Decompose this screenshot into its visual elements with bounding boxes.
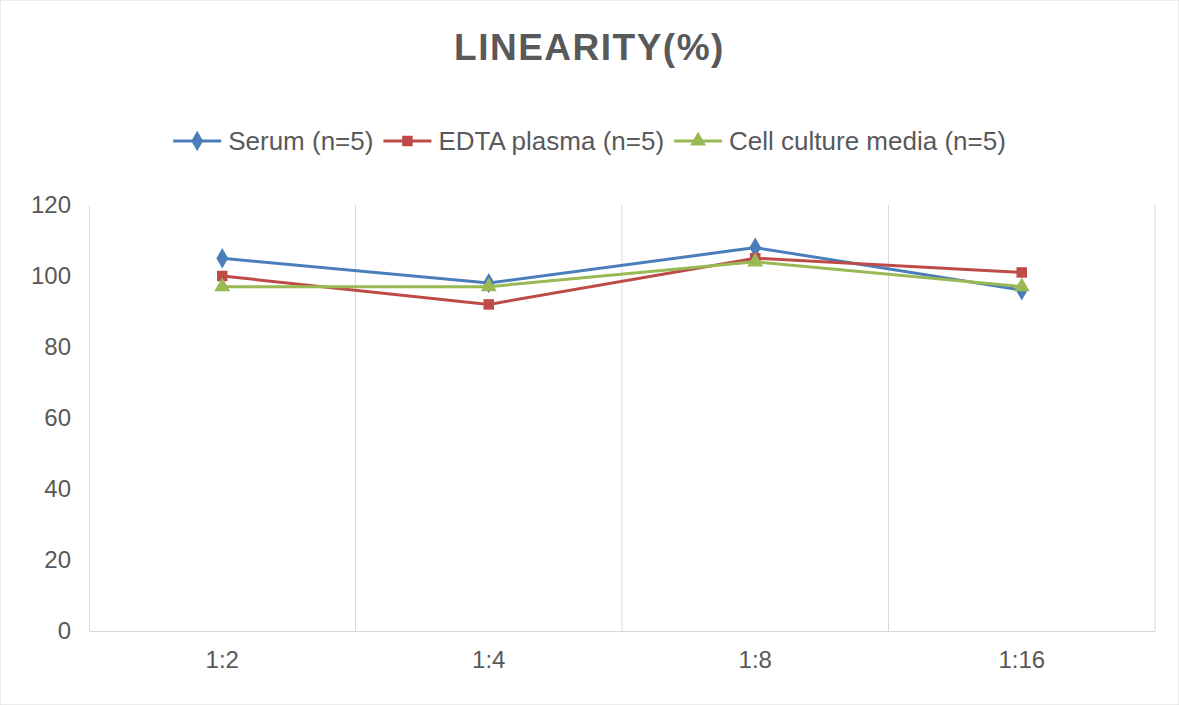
x-axis-line: [90, 631, 1156, 632]
legend-marker: [402, 136, 412, 146]
y-tick: 80: [44, 333, 89, 360]
x-tick-label: 1:4: [472, 646, 505, 673]
grid: [356, 205, 1156, 631]
x-tick: 1:4: [472, 631, 505, 673]
marker: [484, 299, 494, 309]
x-tick: 1:2: [206, 631, 239, 673]
legend-label: Cell culture media (n=5): [729, 126, 1006, 156]
marker: [1017, 267, 1027, 277]
y-tick: 120: [31, 191, 89, 218]
legend: Serum (n=5) EDTA plasma (n=5) Cell culture…: [173, 126, 1006, 156]
x-tick-label: 1:2: [206, 646, 239, 673]
x-tick: 1:8: [739, 631, 772, 673]
series: [214, 253, 1029, 292]
background: [0, 0, 1179, 705]
legend-marker: [191, 131, 203, 151]
y-tick: 60: [44, 404, 89, 431]
marker: [216, 248, 228, 268]
legend-item: Cell culture media (n=5): [674, 126, 1006, 156]
y-tick-label: 120: [31, 191, 71, 218]
y-tick: 20: [44, 546, 89, 573]
y-tick: 100: [31, 262, 89, 289]
grid-line: [355, 205, 356, 631]
marker: [747, 253, 763, 267]
y-tick-label: 100: [31, 262, 71, 289]
marker: [481, 277, 497, 291]
grid-line: [622, 205, 623, 631]
y-tick: 40: [44, 475, 89, 502]
legend-label: Serum (n=5): [228, 126, 373, 156]
y-tick-label: 40: [44, 475, 71, 502]
y-tick-label: 60: [44, 404, 71, 431]
y-tick: 0: [58, 617, 89, 644]
legend-label: EDTA plasma (n=5): [438, 126, 664, 156]
legend-item: EDTA plasma (n=5): [383, 126, 664, 156]
marker: [1014, 277, 1030, 291]
legend-marker: [690, 132, 706, 146]
x-tick: 1:16: [998, 631, 1045, 673]
grid-line: [1155, 205, 1156, 631]
y-axis-line: [89, 206, 90, 632]
marker: [214, 277, 230, 291]
plot-area: [214, 237, 1029, 309]
y-tick-label: 0: [58, 617, 71, 644]
y-tick-label: 20: [44, 546, 71, 573]
series: [216, 237, 1027, 300]
chart: LINEARITY(%) 0 20 40 60 80 100 120 1:2 1:4 1:8 1:16…: [0, 0, 1179, 705]
series-line: [222, 258, 1022, 304]
y-axis: 0 20 40 60 80 100 120: [31, 191, 90, 644]
x-tick-label: 1:8: [739, 646, 772, 673]
series: [217, 253, 1027, 310]
series-line: [222, 262, 1022, 287]
series-line: [222, 248, 1022, 291]
x-axis: 1:2 1:4 1:8 1:16: [90, 631, 1156, 673]
title: LINEARITY(%): [454, 27, 725, 68]
x-tick-label: 1:16: [998, 646, 1045, 673]
y-tick-label: 80: [44, 333, 71, 360]
legend-item: Serum (n=5): [173, 126, 373, 156]
